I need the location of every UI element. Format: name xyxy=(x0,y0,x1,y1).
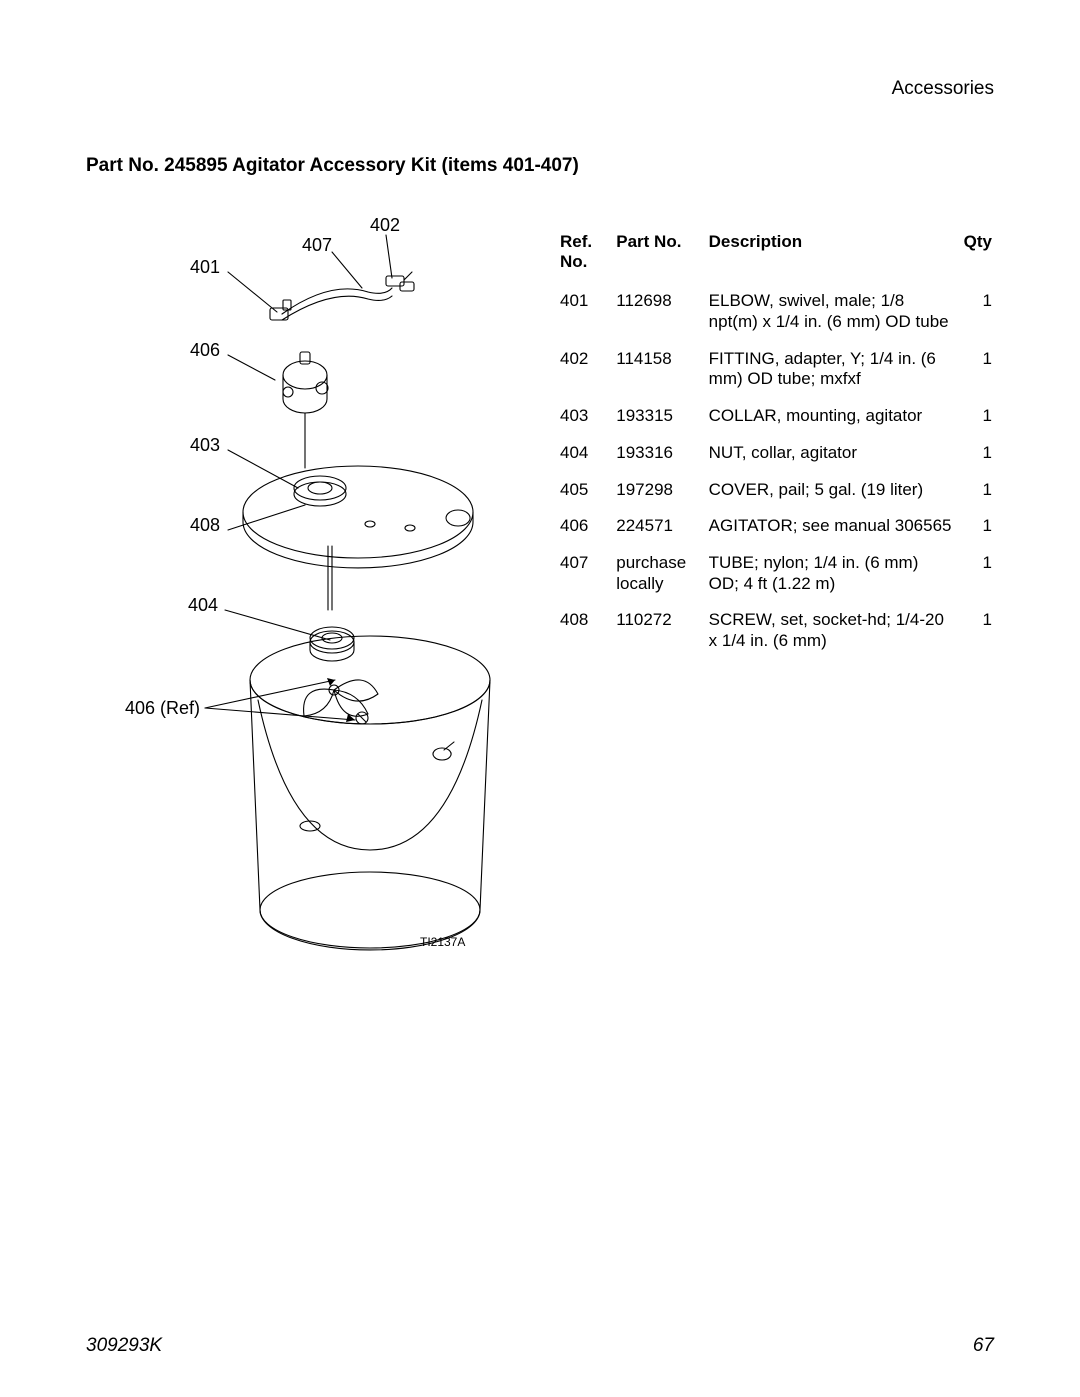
cell-qty: 1 xyxy=(960,604,1000,661)
cell-part: 114158 xyxy=(616,343,708,400)
table-header-row: Ref.No. Part No. Description Qty xyxy=(560,232,1000,285)
table-row: 402 114158 FITTING, adapter, Y; 1/4 in. … xyxy=(560,343,1000,400)
callout-401: 401 xyxy=(190,257,220,278)
section-header: Accessories xyxy=(892,78,994,100)
table-row: 406 224571 AGITATOR; see manual 306565 1 xyxy=(560,510,1000,547)
cell-ref: 407 xyxy=(560,547,616,604)
cell-ref: 406 xyxy=(560,510,616,547)
table-row: 401 112698 ELBOW, swivel, male; 1/8 npt(… xyxy=(560,285,1000,342)
cell-qty: 1 xyxy=(960,510,1000,547)
cell-qty: 1 xyxy=(960,547,1000,604)
callout-403: 403 xyxy=(190,435,220,456)
col-ref: Ref.No. xyxy=(560,232,616,285)
table-row: 408 110272 SCREW, set, socket-hd; 1/4-20… xyxy=(560,604,1000,661)
cell-desc: ELBOW, swivel, male; 1/8 npt(m) x 1/4 in… xyxy=(709,285,960,342)
exploded-diagram: 402 407 401 406 403 408 404 406 (Ref) TI… xyxy=(110,210,540,1090)
cell-desc: COVER, pail; 5 gal. (19 liter) xyxy=(709,474,960,511)
callout-402: 402 xyxy=(370,215,400,236)
cell-ref: 405 xyxy=(560,474,616,511)
parts-table: Ref.No. Part No. Description Qty 401 112… xyxy=(560,232,1000,662)
cell-ref: 401 xyxy=(560,285,616,342)
cell-desc: COLLAR, mounting, agitator xyxy=(709,400,960,437)
cell-part: 193315 xyxy=(616,400,708,437)
callout-408: 408 xyxy=(190,515,220,536)
cell-part: 112698 xyxy=(616,285,708,342)
cell-ref: 402 xyxy=(560,343,616,400)
footer-page-number: 67 xyxy=(973,1335,994,1357)
cell-ref: 404 xyxy=(560,437,616,474)
cell-desc: AGITATOR; see manual 306565 xyxy=(709,510,960,547)
cell-ref: 403 xyxy=(560,400,616,437)
footer-doc-number: 309293K xyxy=(86,1335,162,1357)
table-row: 403 193315 COLLAR, mounting, agitator 1 xyxy=(560,400,1000,437)
callout-406: 406 xyxy=(190,340,220,361)
callout-404: 404 xyxy=(188,595,218,616)
table-row: 404 193316 NUT, collar, agitator 1 xyxy=(560,437,1000,474)
cell-part: 197298 xyxy=(616,474,708,511)
callout-406ref: 406 (Ref) xyxy=(125,698,200,719)
cell-desc: NUT, collar, agitator xyxy=(709,437,960,474)
cell-part: 110272 xyxy=(616,604,708,661)
cell-qty: 1 xyxy=(960,400,1000,437)
table-row: 407 purchase locally TUBE; nylon; 1/4 in… xyxy=(560,547,1000,604)
col-qty: Qty xyxy=(960,232,1000,285)
cell-part: 193316 xyxy=(616,437,708,474)
cell-part: purchase locally xyxy=(616,547,708,604)
cell-qty: 1 xyxy=(960,474,1000,511)
col-part: Part No. xyxy=(616,232,708,285)
page-title: Part No. 245895 Agitator Accessory Kit (… xyxy=(86,155,579,177)
callout-407: 407 xyxy=(302,235,332,256)
cell-desc: FITTING, adapter, Y; 1/4 in. (6 mm) OD t… xyxy=(709,343,960,400)
cell-ref: 408 xyxy=(560,604,616,661)
figure-code: TI2137A xyxy=(420,935,465,949)
cell-qty: 1 xyxy=(960,343,1000,400)
cell-desc: SCREW, set, socket-hd; 1/4-20 x 1/4 in. … xyxy=(709,604,960,661)
cell-desc: TUBE; nylon; 1/4 in. (6 mm) OD; 4 ft (1.… xyxy=(709,547,960,604)
table-row: 405 197298 COVER, pail; 5 gal. (19 liter… xyxy=(560,474,1000,511)
cell-part: 224571 xyxy=(616,510,708,547)
col-desc: Description xyxy=(709,232,960,285)
cell-qty: 1 xyxy=(960,437,1000,474)
cell-qty: 1 xyxy=(960,285,1000,342)
